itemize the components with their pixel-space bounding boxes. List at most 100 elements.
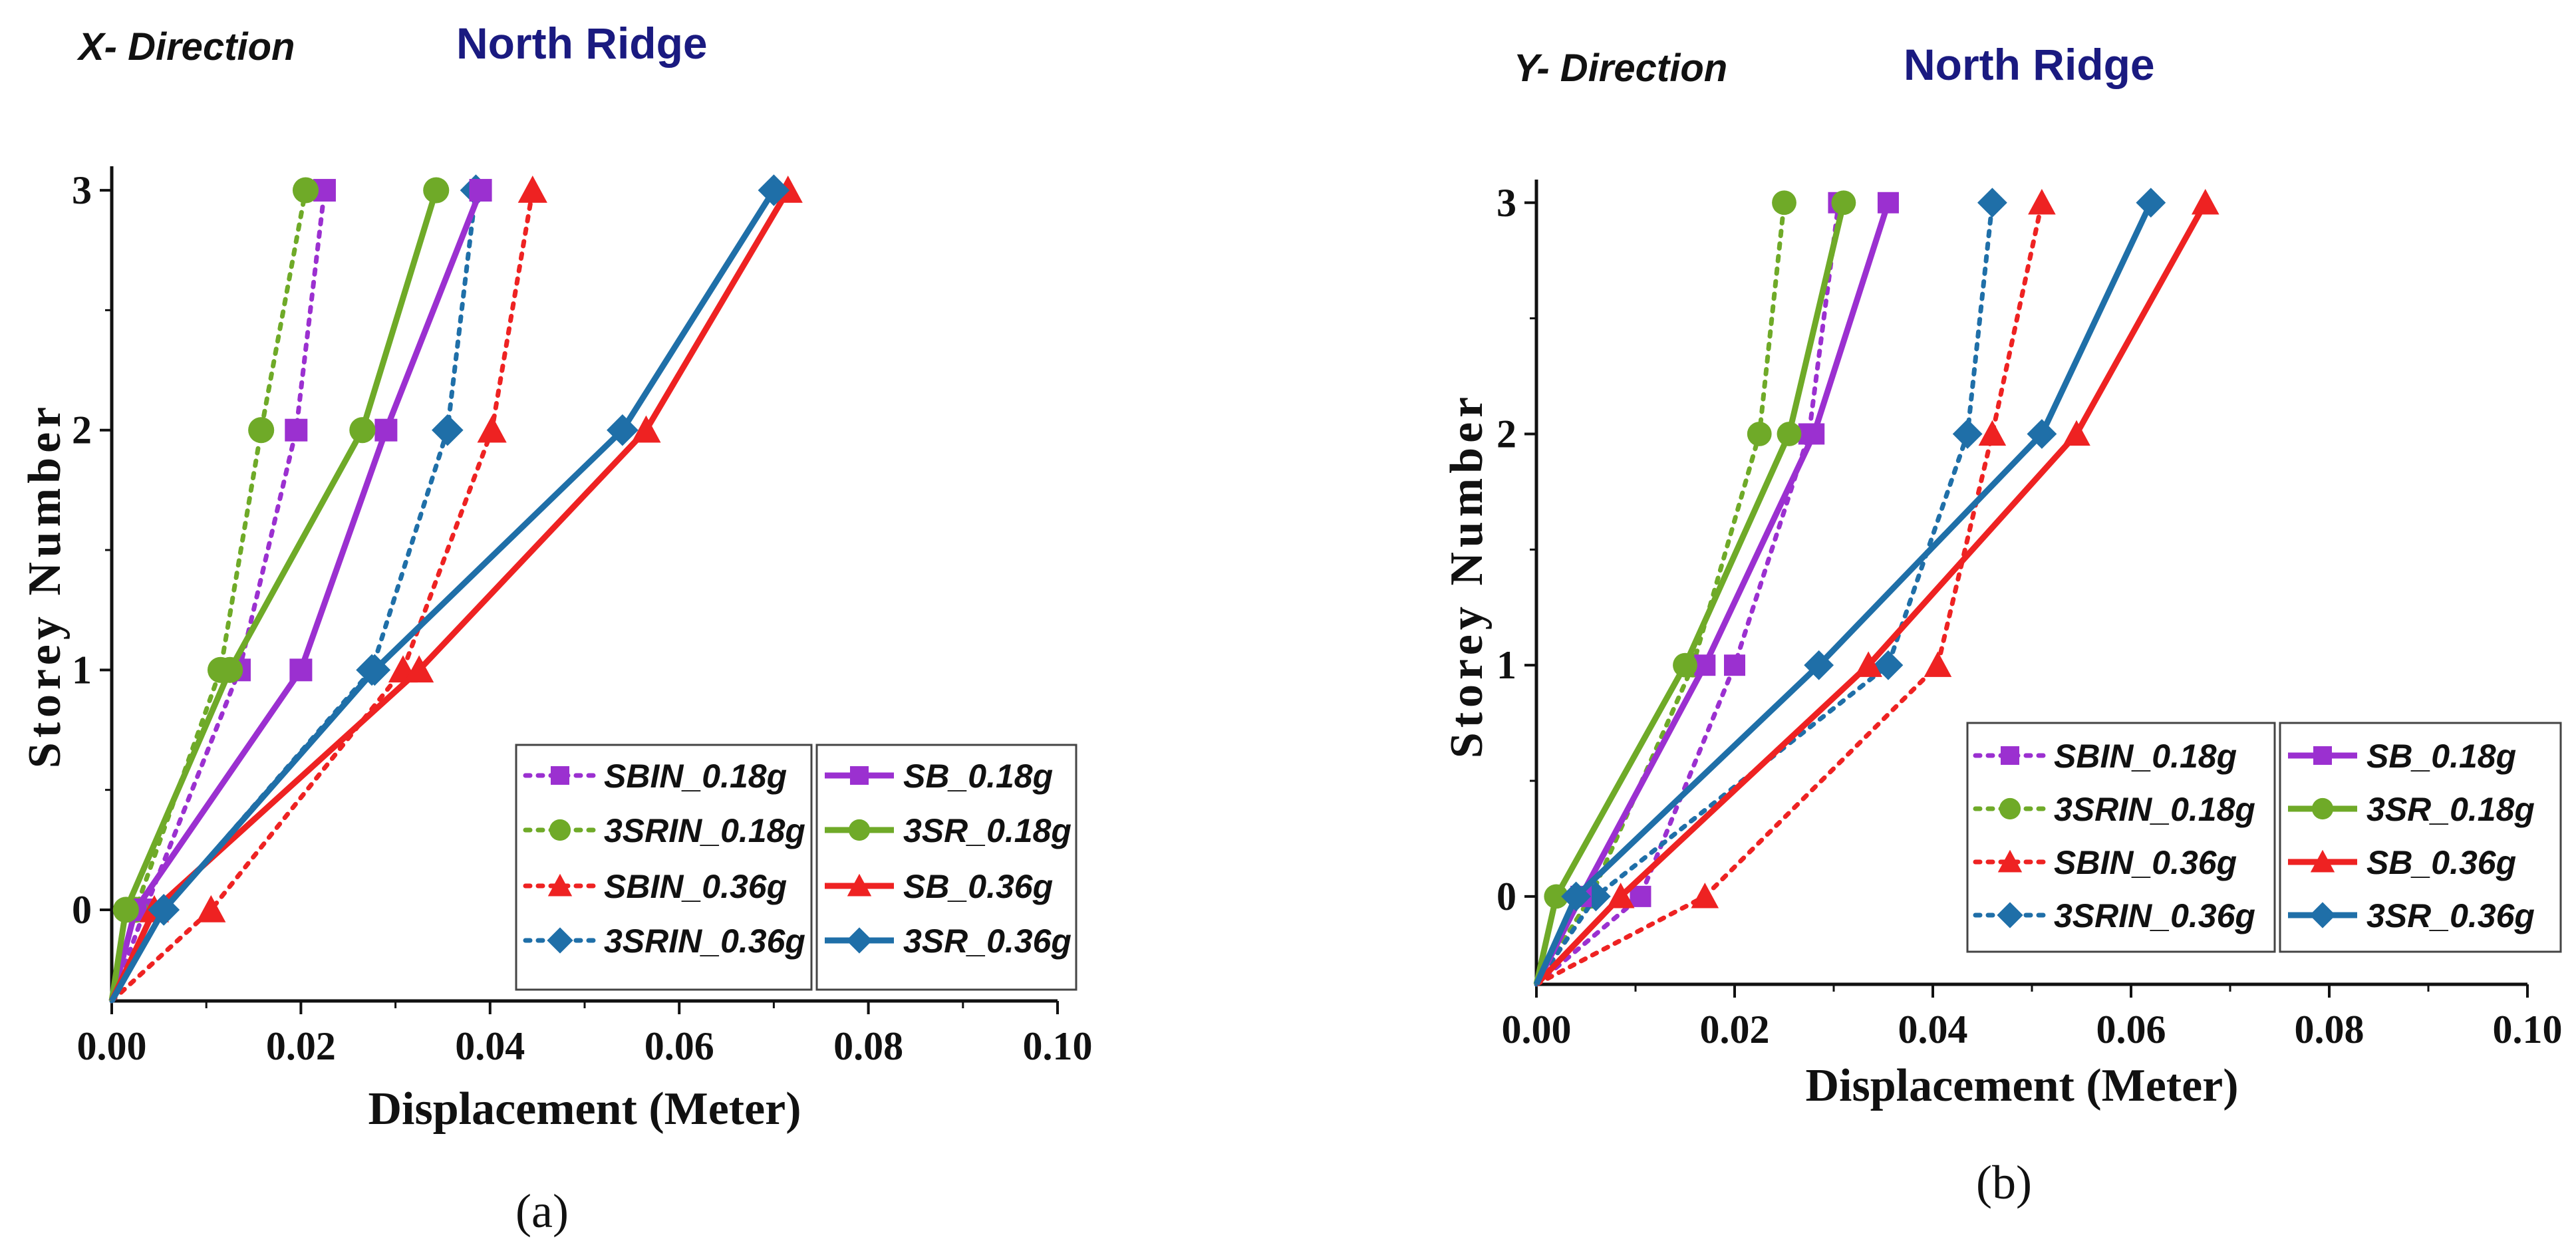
legend-entry-SRIN_036: 3SRIN_0.36g [523,922,805,960]
x-tick-marks-b [1535,984,2529,998]
legend-label: 3SRIN_0.18g [604,812,805,849]
data-point [1952,419,1983,449]
data-point [1691,883,1719,909]
data-point [1724,654,1745,676]
data-point [1606,883,1635,909]
data-point [1831,190,1856,215]
legend-entry-SBIN_036: SBIN_0.36g [1973,844,2237,881]
series-SBIN_036 [1534,188,2056,987]
series-SR_036 [1533,188,2166,986]
data-point [2063,420,2090,446]
legend-label: 3SRIN_0.36g [2054,897,2255,934]
data-point [2191,188,2219,215]
legend-label: SB_0.36g [2366,844,2516,881]
chart-title-b: North Ridge [1904,40,2155,89]
legend-b: SBIN_0.18g 3SRIN_0.18g SBIN_0.36g 3SRIN_0.3… [1966,722,2562,953]
x-tick-label: 0.10 [1023,1024,1093,1068]
legend-entry-SR_018: 3SR_0.18g [2288,791,2535,828]
data-point [1877,192,1899,213]
legend-label: 3SR_0.18g [903,812,1072,849]
legend-label: 3SRIN_0.18g [2054,791,2255,828]
panel-label-b: (b) [1976,1156,2032,1209]
x-tick-labels-b: 0.00 0.02 0.04 0.06 0.08 0.10 [1502,1008,2563,1051]
data-point [423,177,450,204]
legend-entry-SRIN_036: 3SRIN_0.36g [1973,897,2255,934]
legend-marker [549,819,571,841]
x-tick-label: 0.08 [833,1024,903,1068]
series-SR_036 [109,174,790,1003]
chart-title-a: North Ridge [456,19,708,68]
legend-label: SBIN_0.18g [604,758,787,795]
panel-label-a: (a) [515,1185,569,1238]
legend-entries-a: SBIN_0.18g 3SRIN_0.18g SBIN_0.36g 3SRIN_0.3… [523,758,1072,960]
data-point [1977,188,2007,218]
data-point [477,415,507,443]
legend-marker [551,766,569,785]
legend-label: SBIN_0.36g [604,868,787,905]
legend-entry-SRIN_018: 3SRIN_0.18g [523,812,805,849]
x-tick-label: 0.06 [644,1024,714,1068]
data-point [1803,423,1825,445]
series-SR_018 [1533,190,1856,985]
legend-box-a-left [515,744,813,991]
legend-entries-b: SBIN_0.18g 3SRIN_0.18g SBIN_0.36g 3SRIN_0.3… [1973,738,2535,934]
data-point [374,418,398,442]
data-point [1854,651,1882,677]
legend-marker [2310,849,2335,873]
legend-label: SB_0.18g [2366,738,2516,775]
y-tick-marks-a [100,189,112,911]
series-layer-a [108,174,803,1004]
legend-entry-SR_018: 3SR_0.18g [825,812,1072,849]
y-tick-label: 0 [72,888,92,932]
legend-marker [547,927,573,954]
legend-label: SB_0.36g [903,868,1053,905]
x-tick-label: 0.04 [455,1024,525,1068]
data-point [217,656,243,683]
legend-marker [847,873,872,897]
y-axis-label-a: Storey Number [19,402,71,768]
y-tick-label: 2 [72,408,92,452]
data-point [1673,652,1697,678]
y-tick-label: 3 [1497,181,1516,225]
data-point [1561,881,1591,912]
x-tick-label: 0.04 [1898,1008,1968,1051]
legend-label: 3SR_0.36g [903,922,1072,960]
data-point [148,894,180,926]
legend-label: SBIN_0.18g [2054,738,2237,775]
data-point [1544,884,1569,909]
data-point [631,415,661,443]
series-layer-b [1533,188,2219,987]
legend-label: 3SRIN_0.36g [604,922,805,960]
data-point [1873,650,1904,680]
y-tick-label: 1 [1497,643,1516,687]
x-tick-label: 0.08 [2295,1008,2364,1051]
x-axis-label-b: Displacement (Meter) [1805,1060,2238,1111]
y-tick-labels-b: 0 1 2 3 [1497,181,1516,918]
legend-marker [2001,746,2019,765]
legend-entry-SB_018: SB_0.18g [825,758,1053,795]
x-tick-labels-a: 0.00 0.02 0.04 0.06 0.08 0.10 [77,1024,1093,1068]
legend-marker [1999,797,2021,820]
x-tick-label: 0.00 [77,1024,147,1068]
data-point [469,179,492,202]
data-point [112,897,139,923]
y-tick-marks-b [1524,201,1536,898]
legend-label: SBIN_0.36g [2054,844,2237,881]
data-point [1978,420,2007,446]
chart-panel-b: Y- Direction North Ridge 0.00 0.02 0.04 0.0… [1441,40,2563,1209]
x-tick-label: 0.02 [1700,1008,1770,1051]
legend-marker [1997,849,2023,873]
y-tick-labels-a: 0 1 2 3 [72,168,92,932]
data-point [404,655,434,683]
data-point [2027,419,2057,449]
legend-entry-SB_036: SB_0.36g [825,868,1053,905]
data-point [517,175,547,203]
legend-marker [850,766,869,785]
y-axis-label-b: Storey Number [1441,392,1493,758]
legend-entry-SBIN_018: SBIN_0.18g [1973,738,2237,775]
legend-marker [1997,902,2023,928]
legend-marker [547,873,573,897]
data-point [292,177,319,204]
series-SB_036 [1534,188,2219,987]
